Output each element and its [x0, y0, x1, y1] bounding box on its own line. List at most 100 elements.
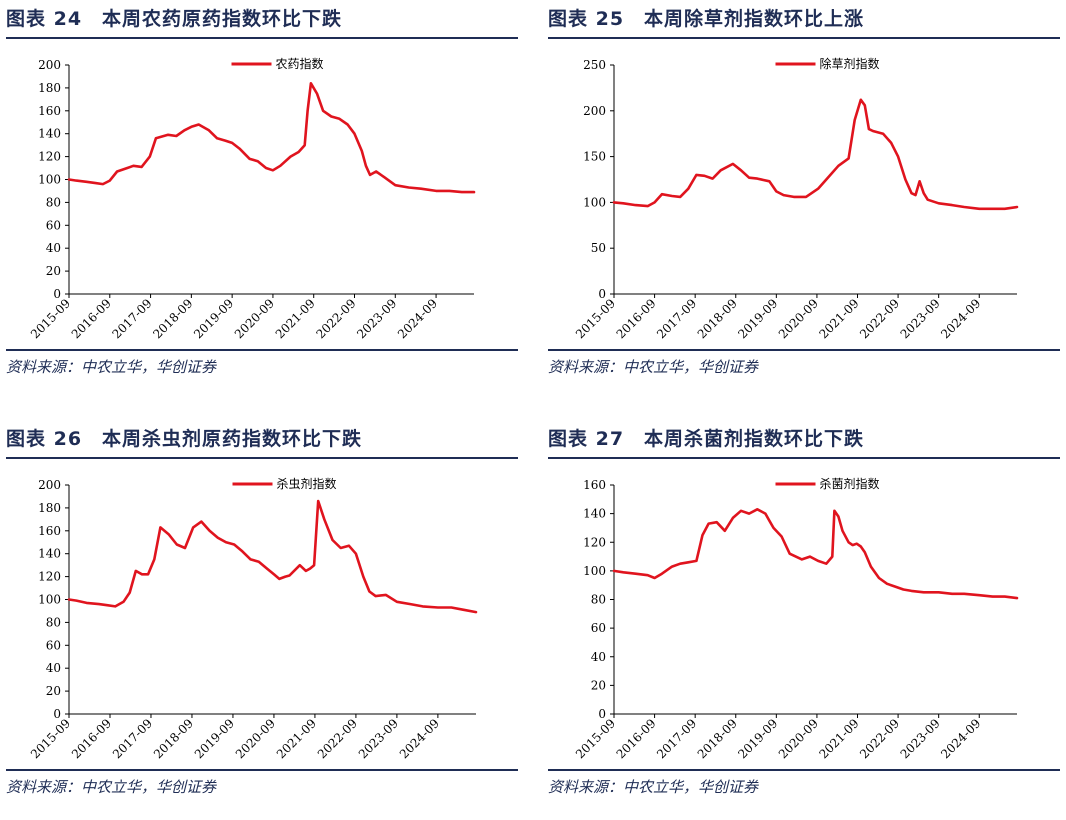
x-tick-label: 2018-09 — [151, 716, 196, 761]
y-tick-label: 160 — [38, 104, 61, 118]
y-tick-label: 60 — [46, 218, 61, 232]
x-tick-label: 2018-09 — [150, 296, 195, 341]
herbicide-index-chart: 0 50 100 150 200 250 2015-092016-092017-092018… — [573, 56, 1019, 341]
legend-label: 杀菌剂指数 — [820, 476, 880, 491]
y-tick-label: 50 — [591, 241, 606, 255]
title-divider — [548, 457, 1060, 459]
pesticide-index-chart: 0 20 40 60 80 100 120 140 160 180 200 2015-092016-0… — [28, 56, 476, 341]
title-divider — [548, 37, 1060, 39]
y-tick-label: 120 — [583, 535, 606, 549]
y-tick-label: 140 — [583, 507, 606, 521]
x-tick-label: 2017-09 — [654, 296, 699, 341]
x-tick-label: 2021-09 — [273, 296, 318, 341]
legend-label: 杀虫剂指数 — [277, 476, 337, 491]
chart-panel-26: 图表 26 本周杀虫剂原药指数环比下跌 0 20 40 60 80 100 120 140 16… — [6, 420, 518, 820]
y-tick-label: 0 — [53, 707, 61, 721]
y-tick-label: 120 — [38, 150, 61, 164]
y-tick-label: 140 — [38, 547, 61, 561]
x-tick-label: 2015-09 — [28, 716, 73, 761]
chart-panel-27: 图表 27 本周杀菌剂指数环比下跌 0 20 40 60 80 100 120 140 160 2… — [548, 420, 1060, 820]
x-tick-label: 2022-09 — [857, 296, 902, 341]
x-tick-label: 2021-09 — [274, 716, 319, 761]
source-note: 资料来源：中农立华，华创证券 — [548, 778, 759, 796]
y-tick-label: 180 — [38, 501, 61, 515]
y-tick-label: 150 — [583, 150, 606, 164]
series-line — [67, 499, 478, 614]
x-tick-label: 2020-09 — [233, 716, 278, 761]
y-tick-label: 100 — [583, 564, 606, 578]
y-tick-label: 200 — [583, 104, 606, 118]
y-tick-label: 40 — [46, 661, 61, 675]
x-tick-label: 2019-09 — [735, 296, 780, 341]
source-divider — [6, 769, 518, 771]
x-tick-label: 2024-09 — [938, 296, 983, 341]
fungicide-index-chart: 0 20 40 60 80 100 120 140 160 2015-092016-092017-… — [573, 476, 1019, 761]
x-tick-label: 2022-09 — [857, 716, 902, 761]
legend-label: 除草剂指数 — [820, 56, 880, 71]
y-tick-label: 100 — [583, 195, 606, 209]
title-divider — [6, 457, 518, 459]
x-tick-label: 2016-09 — [69, 716, 114, 761]
y-tick-label: 100 — [38, 593, 61, 607]
y-tick-label: 250 — [583, 58, 606, 72]
source-divider — [548, 769, 1060, 771]
y-tick-label: 0 — [598, 707, 606, 721]
chart-panel-25: 图表 25 本周除草剂指数环比上涨 0 50 100 150 200 250 2015-09… — [548, 0, 1060, 400]
y-tick-label: 200 — [38, 478, 61, 492]
x-tick-label: 2019-09 — [735, 716, 780, 761]
y-tick-label: 0 — [598, 287, 606, 301]
x-tick-label: 2018-09 — [695, 296, 740, 341]
y-tick-label: 20 — [46, 684, 61, 698]
y-tick-label: 20 — [591, 678, 606, 692]
x-tick-label: 2016-09 — [614, 716, 659, 761]
panel-title: 图表 25 本周除草剂指数环比上涨 — [548, 8, 865, 30]
y-tick-label: 80 — [591, 593, 606, 607]
title-divider — [6, 37, 518, 39]
y-tick-label: 80 — [46, 615, 61, 629]
panel-title: 图表 27 本周杀菌剂指数环比下跌 — [548, 428, 865, 450]
x-tick-label: 2023-09 — [898, 296, 943, 341]
source-divider — [548, 349, 1060, 351]
x-tick-label: 2022-09 — [315, 716, 360, 761]
y-tick-label: 20 — [46, 264, 61, 278]
y-tick-label: 0 — [53, 287, 61, 301]
x-tick-label: 2019-09 — [191, 296, 236, 341]
y-tick-label: 60 — [46, 638, 61, 652]
y-tick-label: 80 — [46, 195, 61, 209]
x-tick-label: 2016-09 — [614, 296, 659, 341]
y-tick-label: 40 — [46, 241, 61, 255]
x-tick-label: 2016-09 — [69, 296, 114, 341]
x-tick-label: 2024-09 — [395, 296, 440, 341]
x-tick-label: 2022-09 — [313, 296, 358, 341]
insecticide-index-chart: 0 20 40 60 80 100 120 140 160 180 200 2015-092016-0… — [28, 476, 478, 761]
panel-title: 图表 26 本周杀虫剂原药指数环比下跌 — [6, 428, 363, 450]
source-note: 资料来源：中农立华，华创证券 — [548, 358, 759, 376]
x-tick-label: 2015-09 — [573, 296, 618, 341]
y-tick-label: 40 — [591, 650, 606, 664]
x-tick-label: 2017-09 — [654, 716, 699, 761]
y-tick-label: 160 — [583, 478, 606, 492]
series-line — [612, 507, 1019, 600]
y-tick-label: 200 — [38, 58, 61, 72]
x-tick-label: 2021-09 — [816, 296, 861, 341]
x-tick-label: 2015-09 — [28, 296, 73, 341]
y-tick-label: 120 — [38, 570, 61, 584]
source-note: 资料来源：中农立华，华创证券 — [6, 778, 217, 796]
y-tick-label: 140 — [38, 127, 61, 141]
x-tick-label: 2015-09 — [573, 716, 618, 761]
chart-panel-24: 图表 24 本周农药原药指数环比下跌 0 20 40 60 80 100 120 140 160… — [6, 0, 518, 400]
x-tick-label: 2019-09 — [192, 716, 237, 761]
y-tick-label: 60 — [591, 621, 606, 635]
x-tick-label: 2020-09 — [776, 716, 821, 761]
x-tick-label: 2018-09 — [695, 716, 740, 761]
x-tick-label: 2020-09 — [232, 296, 277, 341]
x-tick-label: 2023-09 — [354, 296, 399, 341]
x-tick-label: 2023-09 — [898, 716, 943, 761]
legend-label: 农药指数 — [276, 56, 324, 71]
y-tick-label: 160 — [38, 524, 61, 538]
x-tick-label: 2017-09 — [110, 716, 155, 761]
series-line — [612, 98, 1019, 211]
x-tick-label: 2024-09 — [938, 716, 983, 761]
x-tick-label: 2021-09 — [816, 716, 861, 761]
x-tick-label: 2024-09 — [397, 716, 442, 761]
